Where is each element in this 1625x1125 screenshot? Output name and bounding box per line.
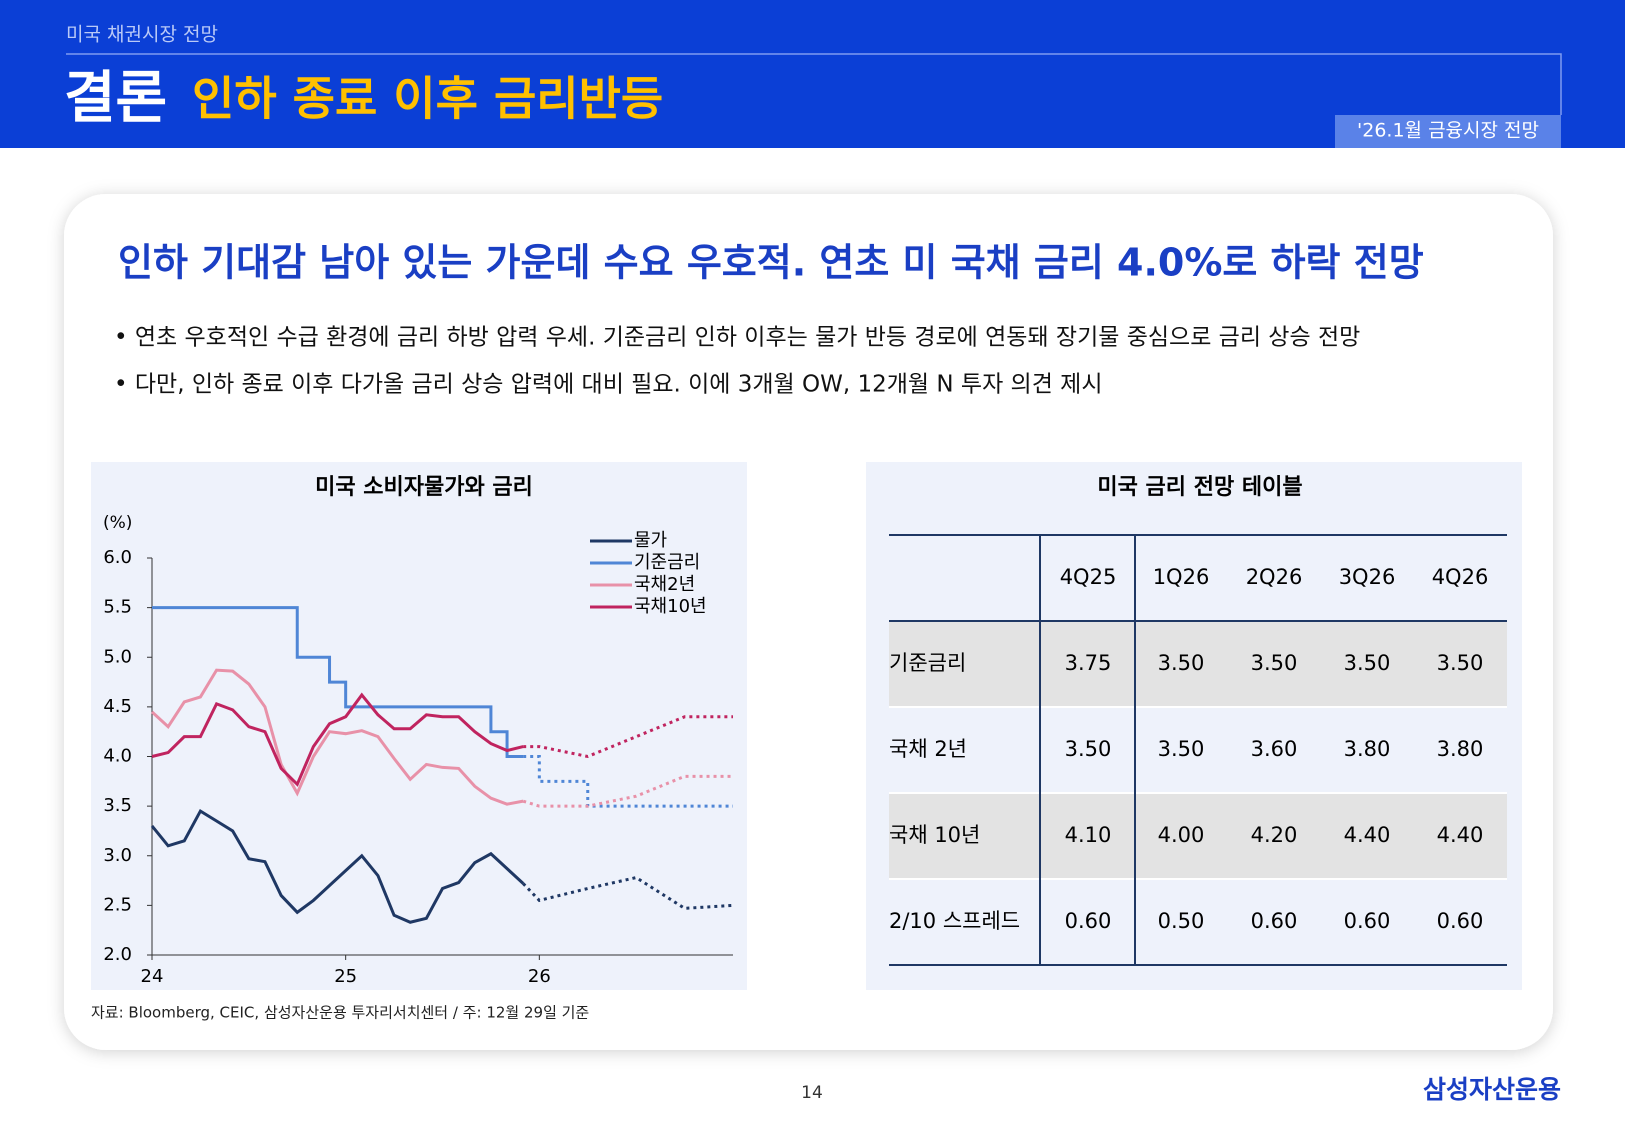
chart-panel [91, 462, 747, 990]
chart-title: 미국 소비자물가와 금리 [315, 475, 533, 500]
table-cell: 3.50 [1344, 651, 1391, 675]
y-tick-label: 5.0 [103, 646, 132, 667]
column-header: 2Q26 [1246, 565, 1303, 589]
y-tick-label: 6.0 [103, 547, 132, 568]
page-number: 14 [801, 1083, 823, 1103]
table-cell: 3.75 [1065, 651, 1112, 675]
x-tick-label: 26 [528, 966, 551, 987]
table-cell: 3.60 [1251, 737, 1298, 761]
forecast-line [523, 715, 733, 759]
series-line [150, 668, 524, 806]
table-cell: 0.50 [1158, 909, 1205, 933]
row-label: 국채 10년 [889, 823, 980, 847]
column-header: 4Q26 [1432, 565, 1489, 589]
series-line [152, 606, 524, 758]
header-rule [66, 53, 1562, 115]
y-tick-label: 3.0 [103, 845, 132, 866]
table-cell: 3.80 [1344, 737, 1391, 761]
table-cell: 4.20 [1251, 823, 1298, 847]
row-label: 기준금리 [889, 651, 966, 675]
series-line [150, 808, 525, 924]
legend-label: 기준금리 [634, 552, 700, 573]
row-label: 국채 2년 [889, 737, 967, 761]
table-cell: 0.60 [1437, 909, 1484, 933]
y-tick-label: 5.5 [103, 597, 132, 618]
table-row [889, 707, 1507, 793]
table-title: 미국 금리 전망 테이블 [1097, 475, 1302, 500]
logo: 삼성자산운용 [1423, 1075, 1561, 1104]
table-row [889, 793, 1507, 879]
table-cell: 4.10 [1065, 823, 1112, 847]
table-cell: 3.50 [1251, 651, 1298, 675]
title: 결론 [64, 66, 167, 131]
forecast-line [522, 875, 734, 910]
column-header: 1Q26 [1153, 565, 1210, 589]
table-cell: 4.40 [1437, 823, 1484, 847]
forecast-line [523, 755, 733, 808]
badge: '26.1월 금융시장 전망 [1357, 120, 1539, 142]
table-cell: 0.60 [1065, 909, 1112, 933]
series-line [151, 692, 524, 787]
bullet: • 다만, 인하 종료 이후 다가올 금리 상승 압력에 대비 필요. 이에 3… [114, 372, 1103, 398]
table-cell: 3.80 [1437, 737, 1484, 761]
y-tick-label: 4.0 [103, 746, 132, 767]
section: 미국 채권시장 전망 [66, 24, 218, 46]
table-cell: 3.50 [1437, 651, 1484, 675]
table-cell: 3.50 [1158, 651, 1205, 675]
y-tick-label: 2.0 [103, 944, 132, 965]
y-tick-label: 4.5 [103, 696, 132, 717]
table-cell: 3.50 [1158, 737, 1205, 761]
table-cell: 3.50 [1065, 737, 1112, 761]
column-header: 4Q25 [1060, 565, 1117, 589]
legend-label: 물가 [634, 530, 667, 551]
legend-label: 국채2년 [634, 574, 695, 595]
source: 자료: Bloomberg, CEIC, 삼성자산운용 투자리서치센터 / 주:… [91, 1004, 589, 1022]
headline: 인하 기대감 남아 있는 가운데 수요 우호적. 연초 미 국채 금리 4.0%… [118, 241, 1424, 285]
y-tick-label: 3.5 [103, 795, 132, 816]
forecast-line [522, 774, 733, 808]
y-tick-label: 2.5 [103, 894, 132, 915]
column-header: 3Q26 [1339, 565, 1396, 589]
subtitle: 인하 종료 이후 금리반등 [192, 72, 663, 126]
table-row [889, 621, 1507, 707]
table-cell: 4.00 [1158, 823, 1205, 847]
table-cell: 4.40 [1344, 823, 1391, 847]
table-row [889, 879, 1507, 965]
row-label: 2/10 스프레드 [889, 909, 1020, 933]
legend-label: 국채10년 [634, 596, 707, 617]
table-cell: 0.60 [1251, 909, 1298, 933]
x-tick-label: 25 [334, 966, 357, 987]
table-cell: 0.60 [1344, 909, 1391, 933]
bullet: • 연초 우호적인 수급 환경에 금리 하방 압력 우세. 기준금리 인하 이후… [114, 325, 1360, 351]
x-tick-label: 24 [141, 966, 164, 987]
y-axis-label: (%) [103, 513, 132, 533]
badge-box [1335, 115, 1561, 148]
